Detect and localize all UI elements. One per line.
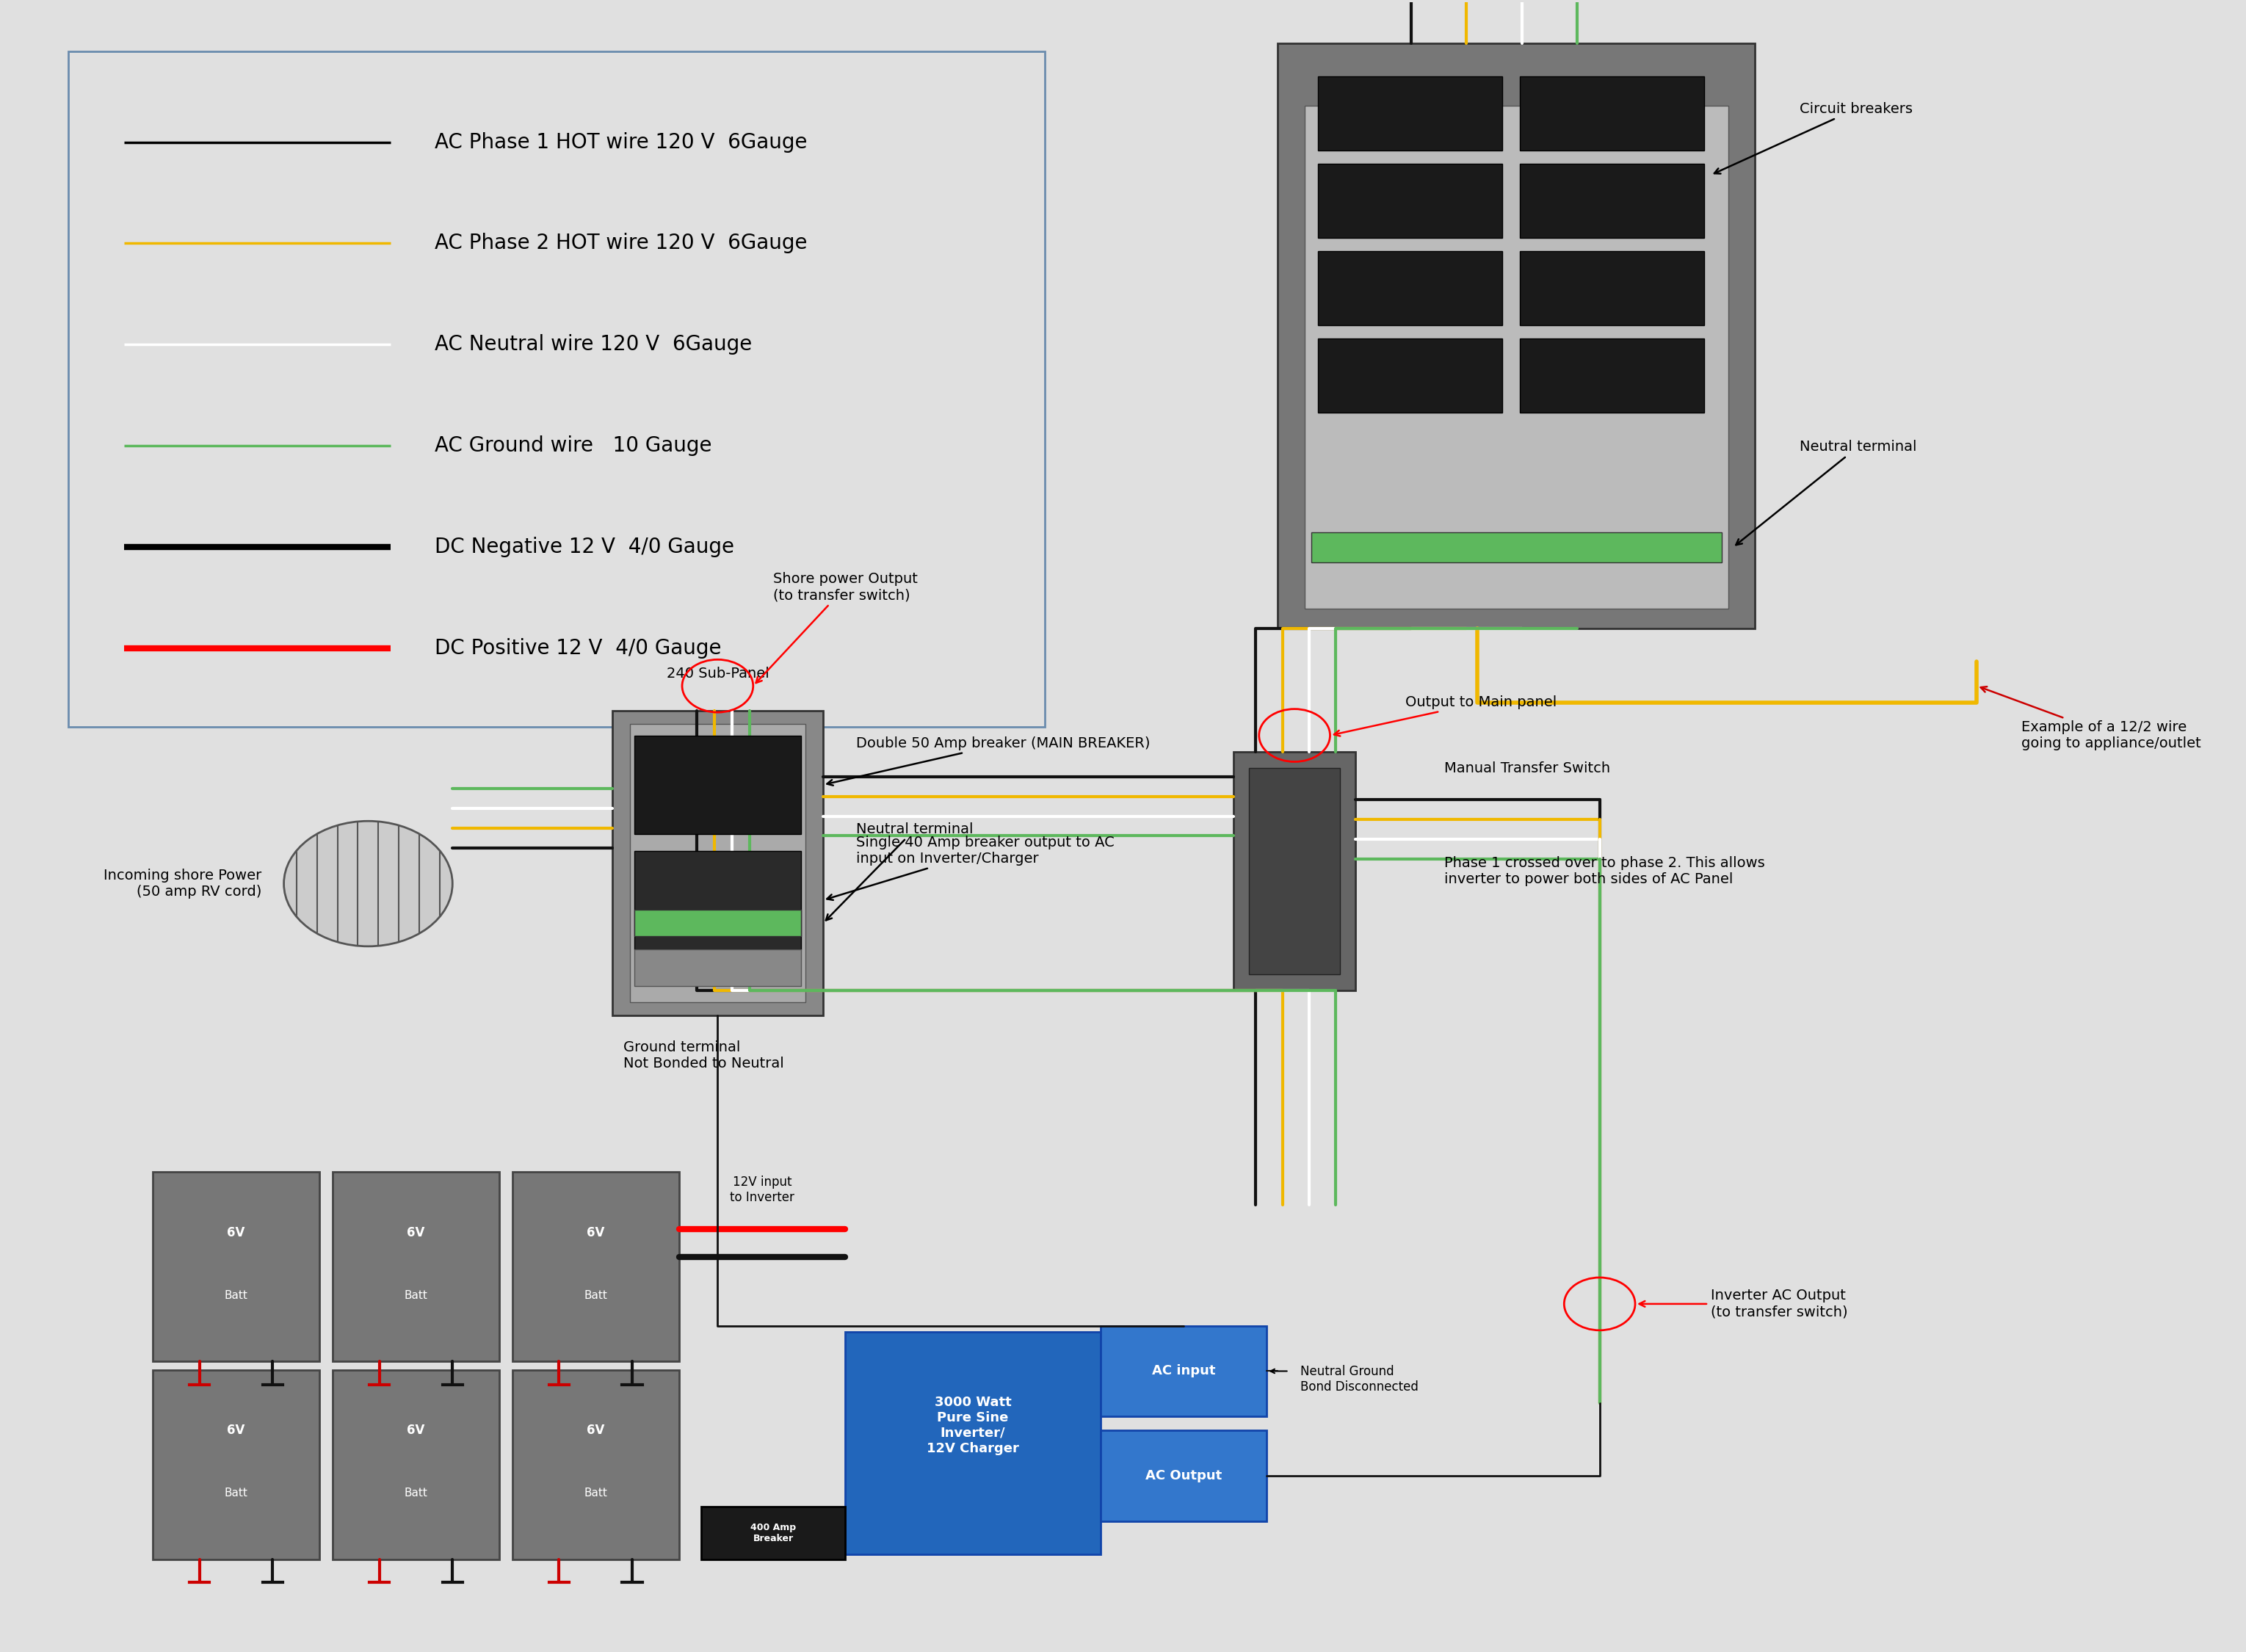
Text: DC Positive 12 V  4/0 Gauge: DC Positive 12 V 4/0 Gauge [436, 638, 721, 657]
FancyBboxPatch shape [1101, 1327, 1267, 1416]
FancyBboxPatch shape [844, 1332, 1101, 1555]
Text: 12V input
to Inverter: 12V input to Inverter [730, 1176, 795, 1204]
Text: Batt: Batt [584, 1290, 606, 1300]
Text: 3000 Watt
Pure Sine
Inverter/
12V Charger: 3000 Watt Pure Sine Inverter/ 12V Charge… [928, 1396, 1020, 1455]
Circle shape [283, 821, 451, 947]
Text: 6V: 6V [227, 1424, 245, 1437]
FancyBboxPatch shape [633, 735, 802, 834]
Text: Single 40 Amp breaker output to AC
input on Inverter/Charger: Single 40 Amp breaker output to AC input… [827, 836, 1114, 900]
FancyBboxPatch shape [1101, 1431, 1267, 1521]
FancyBboxPatch shape [1318, 164, 1503, 238]
FancyBboxPatch shape [613, 710, 822, 1016]
FancyBboxPatch shape [1521, 164, 1705, 238]
Text: 6V: 6V [586, 1424, 604, 1437]
FancyBboxPatch shape [1318, 76, 1503, 150]
FancyBboxPatch shape [1233, 752, 1357, 991]
Text: Example of a 12/2 wire
going to appliance/outlet: Example of a 12/2 wire going to applianc… [1981, 687, 2201, 750]
FancyBboxPatch shape [1278, 43, 1754, 628]
Text: AC Phase 2 HOT wire 120 V  6Gauge: AC Phase 2 HOT wire 120 V 6Gauge [436, 233, 806, 253]
Text: 6V: 6V [407, 1226, 424, 1239]
Text: 240 Sub-Panel: 240 Sub-Panel [667, 667, 768, 681]
Text: Batt: Batt [225, 1290, 247, 1300]
Text: Shore power Output
(to transfer switch): Shore power Output (to transfer switch) [757, 572, 919, 682]
FancyBboxPatch shape [1312, 532, 1723, 562]
FancyBboxPatch shape [633, 910, 802, 937]
FancyBboxPatch shape [153, 1171, 319, 1361]
Text: Batt: Batt [584, 1487, 606, 1498]
Text: Incoming shore Power
(50 amp RV cord): Incoming shore Power (50 amp RV cord) [103, 869, 261, 899]
Text: Phase 1 crossed over to phase 2. This allows
inverter to power both sides of AC : Phase 1 crossed over to phase 2. This al… [1444, 856, 1765, 887]
FancyBboxPatch shape [70, 51, 1044, 727]
FancyBboxPatch shape [1521, 251, 1705, 325]
Text: Neutral terminal: Neutral terminal [827, 823, 973, 920]
Text: 400 Amp
Breaker: 400 Amp Breaker [750, 1523, 795, 1543]
FancyBboxPatch shape [1318, 339, 1503, 413]
Text: Batt: Batt [404, 1487, 427, 1498]
Text: AC input: AC input [1152, 1365, 1215, 1378]
Text: DC Negative 12 V  4/0 Gauge: DC Negative 12 V 4/0 Gauge [436, 537, 734, 557]
FancyBboxPatch shape [153, 1370, 319, 1559]
Text: Manual Transfer Switch: Manual Transfer Switch [1444, 762, 1610, 775]
Text: AC Output: AC Output [1145, 1469, 1222, 1482]
Text: Neutral terminal: Neutral terminal [1736, 439, 1916, 545]
Text: AC Neutral wire 120 V  6Gauge: AC Neutral wire 120 V 6Gauge [436, 334, 752, 355]
Text: Double 50 Amp breaker (MAIN BREAKER): Double 50 Amp breaker (MAIN BREAKER) [827, 737, 1150, 785]
FancyBboxPatch shape [1521, 76, 1705, 150]
FancyBboxPatch shape [512, 1370, 678, 1559]
FancyBboxPatch shape [1521, 339, 1705, 413]
FancyBboxPatch shape [633, 851, 802, 950]
FancyBboxPatch shape [512, 1171, 678, 1361]
FancyBboxPatch shape [332, 1171, 499, 1361]
Text: 6V: 6V [227, 1226, 245, 1239]
FancyBboxPatch shape [1249, 768, 1341, 975]
Text: 6V: 6V [407, 1424, 424, 1437]
Text: 6V: 6V [586, 1226, 604, 1239]
Text: Batt: Batt [225, 1487, 247, 1498]
FancyBboxPatch shape [1318, 251, 1503, 325]
FancyBboxPatch shape [1305, 106, 1729, 608]
Text: Inverter AC Output
(to transfer switch): Inverter AC Output (to transfer switch) [1640, 1289, 1848, 1318]
FancyBboxPatch shape [332, 1370, 499, 1559]
Text: Neutral Ground
Bond Disconnected: Neutral Ground Bond Disconnected [1300, 1365, 1417, 1394]
FancyBboxPatch shape [701, 1507, 844, 1559]
FancyBboxPatch shape [629, 724, 806, 1003]
Text: AC Phase 1 HOT wire 120 V  6Gauge: AC Phase 1 HOT wire 120 V 6Gauge [436, 132, 806, 152]
FancyBboxPatch shape [633, 950, 802, 986]
Text: Ground terminal
Not Bonded to Neutral: Ground terminal Not Bonded to Neutral [624, 1041, 784, 1070]
Text: AC Ground wire   10 Gauge: AC Ground wire 10 Gauge [436, 436, 712, 456]
Text: Circuit breakers: Circuit breakers [1714, 102, 1911, 173]
Text: Batt: Batt [404, 1290, 427, 1300]
Text: Output to Main panel: Output to Main panel [1334, 695, 1556, 737]
